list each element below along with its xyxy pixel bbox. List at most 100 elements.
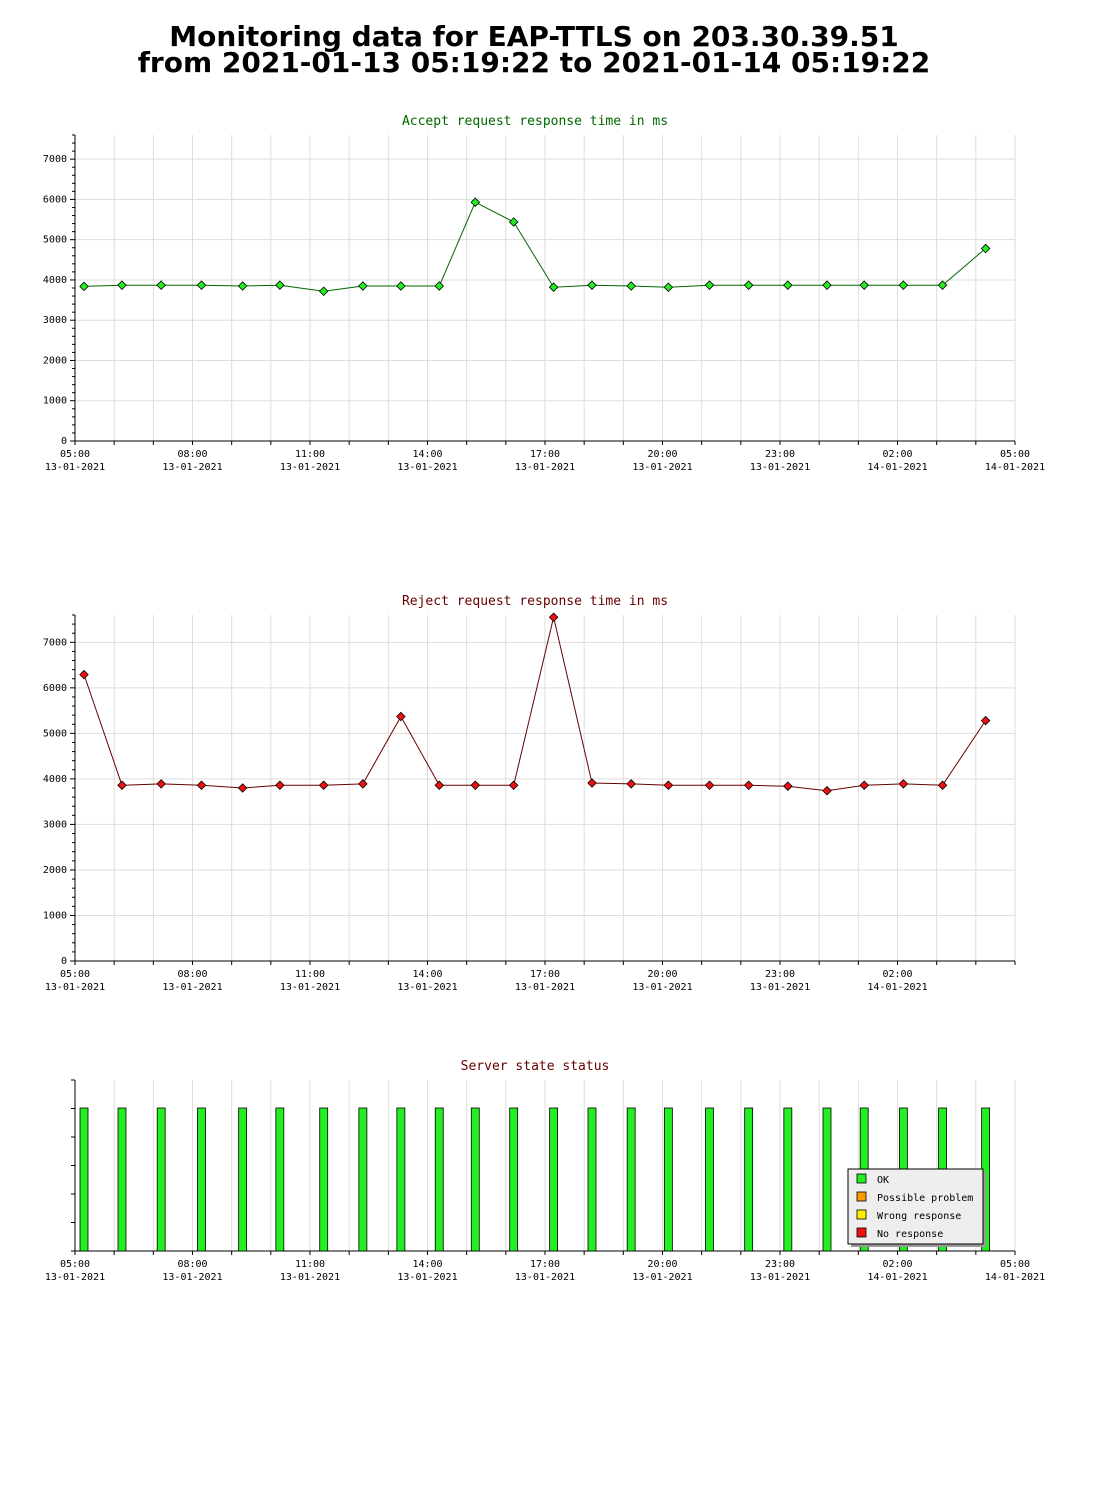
x-tick-label-date: 13-01-2021 [162, 462, 222, 473]
x-tick-label-date: 14-01-2021 [985, 462, 1045, 473]
x-tick-label-time: 11:00 [295, 1259, 325, 1270]
data-point [196, 280, 207, 290]
x-tick-label-date: 13-01-2021 [397, 462, 457, 473]
data-point [434, 780, 445, 791]
x-tick-label-date: 14-01-2021 [867, 1272, 927, 1283]
x-tick-label-time: 20:00 [647, 1259, 677, 1270]
data-point [156, 779, 166, 789]
y-tick-label: 4000 [43, 275, 67, 286]
reject-response-time-chart: Reject request response time in ms 05:00 1… [43, 594, 1016, 993]
x-tick-label-date: 13-01-2021 [162, 982, 222, 993]
x-tick-label-time: 05:00 [1000, 1259, 1030, 1270]
data-point [743, 780, 754, 791]
x-tick-label-date: 13-01-2021 [162, 1272, 222, 1283]
x-tick-label-time: 17:00 [530, 1259, 560, 1270]
legend-swatch-no_response [856, 1227, 867, 1238]
x-tick-label-time: 11:00 [295, 969, 325, 980]
data-point [358, 779, 368, 789]
series-line [83, 617, 987, 792]
status-bar [197, 1107, 206, 1252]
chart-title: Reject request response time in ms [402, 594, 668, 609]
data-point [156, 280, 166, 290]
x-tick-label-date: 13-01-2021 [750, 1272, 810, 1283]
status-bar [79, 1107, 89, 1252]
x-tick-label-time: 20:00 [647, 969, 677, 980]
data-point [822, 785, 832, 796]
data-point [508, 217, 519, 227]
x-tick-label-time: 05:00 [60, 969, 90, 980]
data-point [117, 780, 127, 791]
x-tick-label-date: 13-01-2021 [280, 462, 340, 473]
status-bar [434, 1107, 444, 1252]
x-tick-label-date: 14-01-2021 [867, 982, 927, 993]
x-tick-label-time: 14:00 [412, 969, 442, 980]
data-point [237, 783, 248, 793]
data-point [743, 280, 754, 290]
server-state-status-chart: Server state status 05:00 13-01-2021 08:00 1… [45, 1059, 1045, 1283]
data-point [434, 281, 445, 291]
data-point [783, 781, 793, 791]
x-tick-label-date: 13-01-2021 [45, 462, 105, 473]
y-tick-label: 3000 [43, 819, 67, 830]
status-bar [238, 1107, 248, 1252]
series-line [83, 201, 986, 292]
data-point [196, 780, 207, 791]
data-point [704, 280, 715, 290]
y-tick-label: 3000 [43, 315, 67, 326]
x-tick-label-date: 13-01-2021 [45, 1272, 105, 1283]
data-point [663, 282, 674, 292]
x-tick-label-time: 23:00 [765, 969, 795, 980]
x-tick-label-date: 13-01-2021 [515, 1272, 575, 1283]
data-point [275, 780, 285, 791]
status-bar [117, 1107, 127, 1252]
status-bar [783, 1107, 793, 1252]
y-tick-label: 4000 [43, 774, 67, 785]
data-point [626, 779, 636, 789]
y-tick-label: 2000 [43, 865, 67, 876]
legend-swatch-wrong_response [856, 1209, 867, 1220]
status-bar [396, 1107, 406, 1252]
data-point [626, 281, 636, 291]
status-bar [587, 1107, 597, 1252]
x-tick-label-date: 14-01-2021 [985, 1272, 1045, 1283]
data-point [980, 715, 991, 726]
y-tick-label: 5000 [43, 728, 67, 739]
data-point [396, 281, 406, 291]
data-point [663, 780, 674, 791]
x-tick-label-time: 05:00 [1000, 449, 1030, 460]
data-point [237, 281, 248, 291]
x-tick-label-date: 13-01-2021 [515, 982, 575, 993]
x-tick-label-date: 13-01-2021 [632, 982, 692, 993]
y-tick-label: 1000 [43, 910, 67, 921]
legend-box [847, 1168, 984, 1245]
y-tick-label: 0 [61, 436, 67, 447]
status-bar [156, 1107, 166, 1252]
x-tick-label-date: 13-01-2021 [280, 1272, 340, 1283]
legend-label-ok: OK [877, 1175, 889, 1186]
y-tick-label: 1000 [43, 396, 67, 407]
x-tick-label-date: 13-01-2021 [45, 982, 105, 993]
legend-label-possible_problem: Possible problem [877, 1193, 973, 1204]
data-point [117, 280, 127, 290]
y-tick-label: 7000 [43, 637, 67, 648]
x-tick-label-time: 17:00 [530, 449, 560, 460]
status-bar [358, 1107, 368, 1252]
x-tick-label-time: 08:00 [177, 449, 207, 460]
status-bar [470, 1107, 480, 1252]
y-tick-label: 6000 [43, 194, 67, 205]
data-point [470, 197, 481, 208]
chart-title: Server state status [461, 1059, 610, 1074]
y-tick-label: 0 [61, 956, 67, 967]
x-tick-label-time: 14:00 [412, 449, 442, 460]
legend-label-wrong_response: Wrong response [877, 1211, 961, 1222]
data-point [396, 711, 406, 722]
data-point [79, 669, 89, 680]
status-bar [509, 1107, 519, 1252]
data-point [704, 780, 715, 791]
x-tick-label-date: 13-01-2021 [515, 462, 575, 473]
data-point [79, 281, 89, 292]
page-title-line-2: from 2021-01-13 05:19:22 to 2021-01-14 0… [137, 46, 931, 79]
data-point [318, 286, 329, 296]
status-bar [744, 1107, 754, 1252]
x-tick-label-time: 02:00 [882, 449, 912, 460]
